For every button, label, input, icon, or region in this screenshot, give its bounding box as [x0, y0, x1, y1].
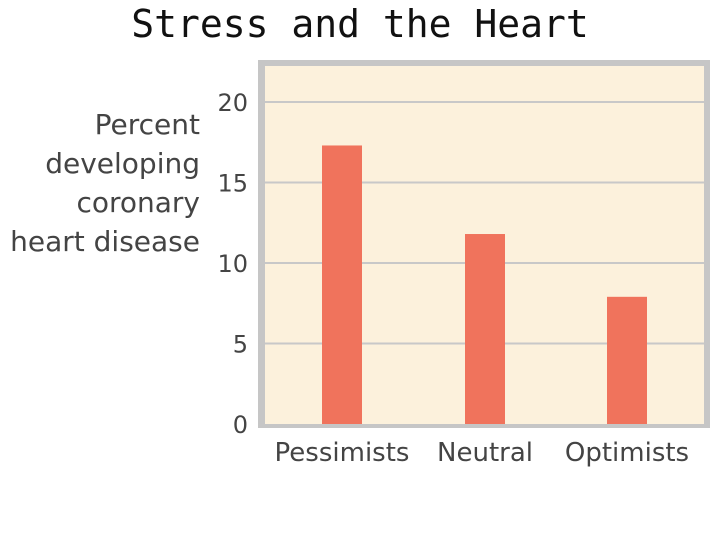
x-tick-label: Neutral — [437, 438, 533, 468]
y-axis-label-line: Percent — [94, 108, 200, 141]
y-tick-label: 20 — [217, 89, 248, 117]
y-tick-label: 5 — [233, 331, 248, 359]
x-tick-label: Optimists — [565, 438, 689, 468]
y-tick-label: 15 — [217, 170, 248, 198]
y-axis-label-line: coronary — [76, 186, 200, 219]
y-axis-label-line: heart disease — [10, 225, 200, 258]
slide-title: Stress and the Heart — [131, 2, 589, 46]
bar — [465, 234, 505, 424]
bar — [322, 145, 362, 424]
y-axis-label-line: developing — [45, 147, 200, 180]
y-tick-label: 10 — [217, 250, 248, 278]
y-tick-label: 0 — [233, 411, 248, 439]
x-tick-label: Pessimists — [275, 438, 410, 468]
bar — [607, 296, 647, 424]
y-axis-label: Percent developing coronary heart diseas… — [0, 105, 200, 261]
